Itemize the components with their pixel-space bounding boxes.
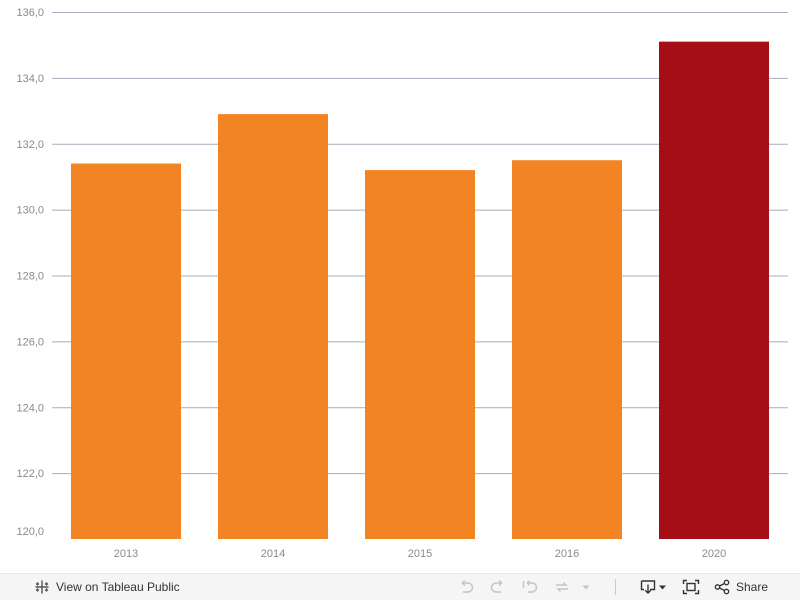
dropdown-arrow-icon <box>582 585 590 590</box>
y-tick-label: 134,0 <box>16 73 44 85</box>
share-icon <box>714 579 730 595</box>
x-axis: 2013 2014 2015 2016 2020 <box>114 548 726 560</box>
revert-button[interactable] <box>521 578 539 596</box>
bar-2020 <box>659 41 769 540</box>
y-tick-label: 136,0 <box>16 7 44 19</box>
bar-2014 <box>218 114 328 539</box>
x-tick-label: 2016 <box>555 548 579 560</box>
y-tick-label: 130,0 <box>16 205 44 217</box>
refresh-options-button[interactable] <box>581 578 591 596</box>
redo-button[interactable] <box>489 578 507 596</box>
chart-area: 120,0 122,0 124,0 126,0 128,0 130,0 132,0 134,0… <box>16 7 788 560</box>
undo-button[interactable] <box>457 578 475 596</box>
x-tick-label: 2020 <box>702 548 726 560</box>
y-tick-label: 122,0 <box>16 468 44 480</box>
refresh-button[interactable] <box>553 578 571 596</box>
bar-2015 <box>365 170 475 539</box>
bar-2013 <box>71 163 181 539</box>
fullscreen-icon <box>682 579 700 595</box>
x-tick-label: 2014 <box>261 548 285 560</box>
download-icon <box>640 580 666 594</box>
bar-2016 <box>512 160 622 539</box>
fullscreen-button[interactable] <box>682 578 700 596</box>
view-on-tableau-public-link[interactable]: View on Tableau Public <box>34 579 180 595</box>
tableau-toolbar: View on Tableau Public <box>0 573 800 600</box>
y-tick-label: 128,0 <box>16 271 44 283</box>
revert-icon <box>522 580 538 593</box>
toolbar-separator <box>614 579 616 595</box>
view-on-tableau-public-label: View on Tableau Public <box>56 580 180 594</box>
redo-icon <box>490 579 503 593</box>
undo-icon <box>461 579 474 593</box>
y-tick-label: 132,0 <box>16 139 44 151</box>
share-label: Share <box>735 580 768 594</box>
bar-chart: 120,0 122,0 124,0 126,0 128,0 130,0 132,0 134,0… <box>16 7 788 560</box>
share-button[interactable]: Share <box>714 578 768 596</box>
bars <box>71 41 769 540</box>
refresh-icon <box>555 582 568 592</box>
x-tick-label: 2015 <box>408 548 432 560</box>
y-tick-label: 126,0 <box>16 336 44 348</box>
y-tick-label: 120,0 <box>16 526 44 538</box>
x-tick-label: 2013 <box>114 548 138 560</box>
toolbar-actions: Share <box>443 578 768 596</box>
tableau-logo-icon <box>34 579 50 595</box>
y-axis: 120,0 122,0 124,0 126,0 128,0 130,0 132,0 134,0… <box>16 7 44 538</box>
y-tick-label: 124,0 <box>16 402 44 414</box>
download-button[interactable] <box>640 578 668 596</box>
